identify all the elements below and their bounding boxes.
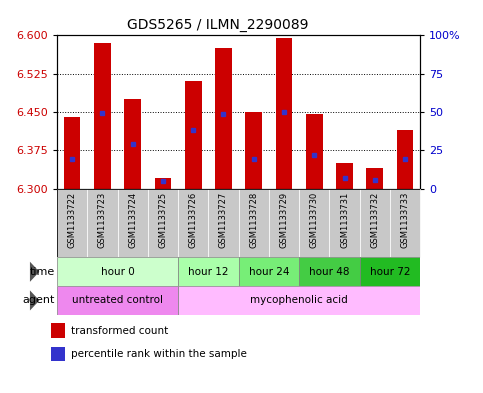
Bar [360,189,390,257]
Text: time: time [29,267,55,277]
Bar [178,189,208,257]
Text: GDS5265 / ILMN_2290089: GDS5265 / ILMN_2290089 [127,18,308,32]
Bar [87,189,117,257]
Bar [299,189,329,257]
Bar [94,43,111,189]
Text: GSM1133730: GSM1133730 [310,192,319,248]
Bar [299,257,360,286]
Bar [51,347,66,361]
Text: mycophenolic acid: mycophenolic acid [250,296,348,305]
Text: GSM1133724: GSM1133724 [128,192,137,248]
Bar [51,323,66,338]
Text: GSM1133723: GSM1133723 [98,192,107,248]
Bar [64,117,81,189]
Text: GSM1133729: GSM1133729 [280,192,288,248]
Text: agent: agent [22,296,55,305]
Polygon shape [30,290,40,310]
Text: GSM1133731: GSM1133731 [340,192,349,248]
Bar [336,163,353,189]
Text: hour 0: hour 0 [100,267,134,277]
Text: GSM1133733: GSM1133733 [400,192,410,248]
Bar [124,99,141,189]
Polygon shape [30,262,40,282]
Bar [215,48,232,189]
Text: GSM1133732: GSM1133732 [370,192,379,248]
Bar [360,257,420,286]
Bar [57,286,178,315]
Text: hour 24: hour 24 [249,267,289,277]
Bar [239,257,299,286]
Bar [397,130,413,189]
Bar [185,81,201,189]
Text: percentile rank within the sample: percentile rank within the sample [71,349,247,359]
Text: GSM1133728: GSM1133728 [249,192,258,248]
Text: GSM1133727: GSM1133727 [219,192,228,248]
Bar [239,189,269,257]
Text: hour 12: hour 12 [188,267,228,277]
Text: GSM1133722: GSM1133722 [68,192,77,248]
Text: hour 48: hour 48 [309,267,350,277]
Bar [155,178,171,189]
Bar [329,189,360,257]
Bar [276,38,292,189]
Text: untreated control: untreated control [72,296,163,305]
Bar [57,189,87,257]
Bar [367,168,383,189]
Text: hour 72: hour 72 [369,267,410,277]
Bar [178,286,420,315]
Text: transformed count: transformed count [71,325,168,336]
Text: GSM1133725: GSM1133725 [158,192,168,248]
Bar [178,257,239,286]
Bar [117,189,148,257]
Text: GSM1133726: GSM1133726 [189,192,198,248]
Bar [208,189,239,257]
Bar [390,189,420,257]
Bar [306,114,323,189]
Bar [57,257,178,286]
Bar [148,189,178,257]
Bar [269,189,299,257]
Bar [245,112,262,189]
